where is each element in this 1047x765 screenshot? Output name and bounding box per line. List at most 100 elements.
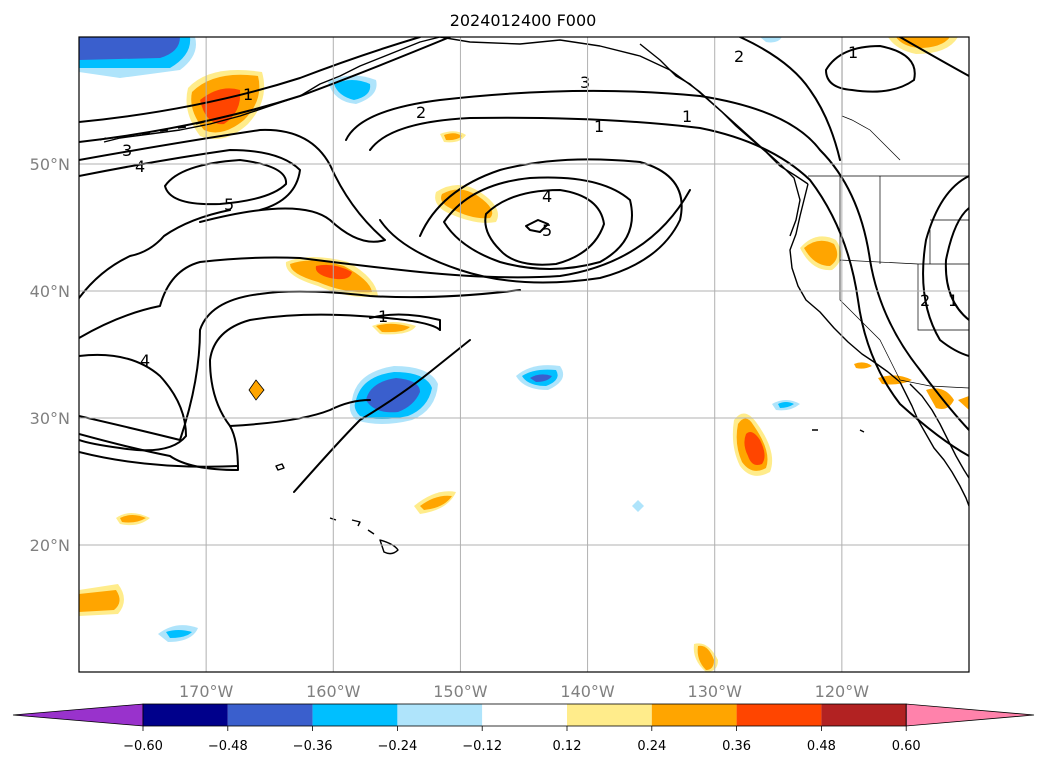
- contour-line: [293, 339, 471, 493]
- contour-line: [79, 451, 239, 468]
- us-mexico-border: [899, 379, 969, 389]
- contour-lines: [79, 37, 969, 493]
- contour-label: 3: [122, 141, 132, 160]
- us-west-coast: [789, 183, 901, 383]
- contour-line: [79, 37, 421, 123]
- contour-line: [369, 313, 441, 331]
- positive-anomaly-south: [693, 643, 718, 672]
- colorbar-swatch: [651, 704, 737, 726]
- longitude-label: 160°W: [306, 682, 361, 701]
- colorbar-tick-label: −0.60: [123, 739, 163, 754]
- map-title: 2024012400 F000: [450, 11, 597, 30]
- latitude-label: 50°N: [30, 155, 70, 174]
- map-background: [79, 37, 969, 672]
- longitude-label: 130°W: [688, 682, 743, 701]
- positive-anomaly-near-label-1: [372, 322, 416, 335]
- colorbar-tick-label: 0.60: [892, 739, 921, 754]
- colorbar-swatch: [567, 704, 652, 726]
- longitude-label: 120°W: [815, 682, 870, 701]
- contour-label: 1: [378, 307, 388, 326]
- contour-line: [484, 189, 605, 266]
- longitude-label: 170°W: [179, 682, 234, 701]
- colorbar-tick-label: 0.24: [637, 739, 666, 754]
- contour-line: [369, 116, 969, 457]
- coastlines: [99, 37, 969, 555]
- colorbar-tick-label: −0.36: [293, 739, 333, 754]
- contour-line: [825, 45, 916, 93]
- baja-california-coast: [899, 381, 969, 507]
- negative-anomaly-top-left: [79, 37, 196, 78]
- map-panel: 1 2 3 4 5 4 5 3 1 2 1 1 4 1 2 1: [78, 36, 970, 673]
- positive-anomaly-far-sw: [79, 584, 124, 616]
- gridlines: [79, 37, 969, 672]
- negative-anomaly-tiny-b: [632, 500, 644, 512]
- contour-line: [164, 159, 288, 206]
- contour-label: 4: [140, 351, 150, 370]
- negative-anomaly-near-alaska: [328, 75, 377, 104]
- colorbar: −0.60 −0.48 −0.36 −0.24 −0.12 0.12 0.24 0.36 0.4…: [12, 703, 1035, 754]
- alaska-peninsula-coast: [103, 37, 441, 143]
- contour-line: [922, 175, 969, 357]
- colorbar-tick-label: 0.36: [722, 739, 751, 754]
- colorbar-swatch: [397, 704, 483, 726]
- colorbar-swatch: [482, 704, 567, 726]
- aleutian-islands: [99, 121, 205, 141]
- contour-label: 3: [580, 73, 590, 92]
- contour-line: [79, 128, 386, 243]
- positive-anomaly-california: [800, 236, 842, 271]
- negative-anomaly-small-east: [772, 400, 800, 411]
- contour-label: 2: [920, 291, 930, 310]
- positive-anomaly-hawaii-ne: [414, 491, 456, 514]
- contour-line: [739, 37, 841, 161]
- contour-label: 1: [948, 291, 958, 310]
- negative-anomaly-top-mid: [760, 37, 782, 43]
- map-frame: [78, 36, 970, 673]
- contour-label: 1: [682, 107, 692, 126]
- latitude-label: 20°N: [30, 536, 70, 555]
- colorbar-swatch: [227, 704, 313, 726]
- colorbar-swatch: [736, 704, 822, 726]
- contour-line: [79, 209, 231, 299]
- contour-label: 4: [135, 157, 145, 176]
- positive-anomaly-tiny-a: [248, 379, 265, 401]
- contour-line: [443, 176, 633, 270]
- colorbar-swatch: [312, 704, 398, 726]
- contour-label: 2: [416, 103, 426, 122]
- colorbar-tick-label: −0.12: [462, 739, 502, 754]
- contour-line: [525, 219, 549, 233]
- colorbar-tick-label: −0.24: [377, 739, 417, 754]
- colorbar-tick-label: 0.48: [807, 739, 836, 754]
- contour-labels: 1 2 3 4 5 4 5 3 1 2 1 1 4 1 2 1: [122, 43, 958, 370]
- mexico-mainland-coast: [909, 383, 969, 479]
- contour-label: 1: [594, 117, 604, 136]
- contour-label: 4: [542, 187, 552, 206]
- longitude-label: 150°W: [433, 682, 488, 701]
- colorbar-tick-label: 0.12: [553, 739, 582, 754]
- british-columbia-coast: [639, 43, 809, 185]
- contour-label: 5: [224, 195, 234, 214]
- longitude-label: 140°W: [560, 682, 615, 701]
- negative-anomaly-east: [516, 365, 564, 390]
- latitude-label: 40°N: [30, 282, 70, 301]
- us-state-borders: [839, 176, 969, 381]
- contour-label: 1: [848, 43, 858, 62]
- colorbar-extend-low: [12, 703, 144, 727]
- negative-anomaly-central: [349, 366, 438, 424]
- positive-anomaly-off-baja: [732, 413, 773, 476]
- colorbar-swatch: [143, 704, 228, 726]
- positive-anomaly-sw-small: [116, 513, 150, 526]
- contour-line: [345, 89, 969, 431]
- positive-anomaly-small-a: [440, 131, 466, 143]
- contour-line: [79, 149, 301, 211]
- negative-anomaly-sw-small: [158, 625, 198, 642]
- contour-label: 2: [734, 47, 744, 66]
- contour-line: [79, 313, 441, 471]
- contour-line: [899, 37, 969, 77]
- positive-anomaly-west-40n: [285, 257, 378, 297]
- small-island-2: [812, 429, 865, 433]
- contour-line: [79, 189, 691, 339]
- contour-line: [944, 207, 969, 321]
- small-island: [275, 463, 285, 471]
- latitude-label: 30°N: [30, 409, 70, 428]
